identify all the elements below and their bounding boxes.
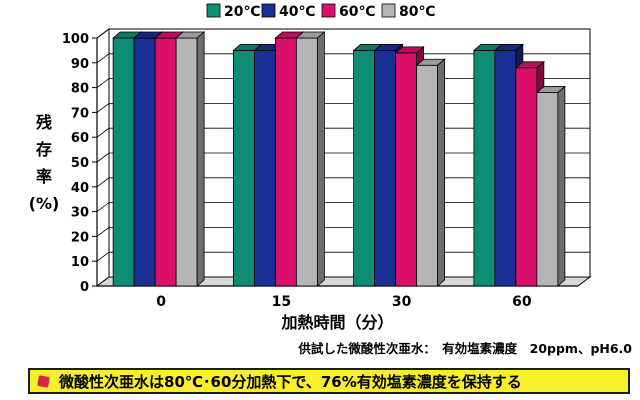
y-tick-label: 20 (71, 230, 89, 245)
gridline (96, 53, 590, 64)
y-axis-label: 存 (36, 140, 52, 159)
legend-swatch (381, 3, 396, 18)
bar (274, 37, 297, 287)
bar-side (437, 58, 446, 287)
bar (295, 37, 318, 287)
x-tick-label: 0 (156, 294, 166, 310)
bar (133, 37, 156, 287)
y-tick-label: 0 (80, 280, 89, 295)
bar (473, 50, 496, 287)
y-tick-label: 80 (71, 82, 89, 97)
bar (154, 37, 177, 287)
y-tick-label: 70 (71, 106, 89, 121)
gridline (96, 28, 590, 39)
y-axis-label: 率 (36, 167, 52, 186)
x-axis-label: 加熱時間（分） (280, 313, 393, 332)
bar (175, 37, 198, 287)
y-axis-label: (%) (29, 194, 60, 213)
legend-label: 80℃ (399, 4, 435, 20)
legend-swatch (321, 3, 336, 18)
bar (395, 52, 418, 287)
y-tick-label: 30 (71, 206, 89, 221)
legend-swatch (206, 3, 221, 18)
bar (112, 37, 135, 287)
legend-swatch (261, 3, 276, 18)
bar-chart: 0 10 20 30 40 50 60 70 80 90 100 0 15 30 60 加熱時間（分） 残存率 (… (29, 3, 592, 332)
bar (536, 92, 559, 287)
legend-label: 20℃ (224, 4, 260, 20)
bar (494, 50, 517, 287)
conclusion-text: 微酸性次亜水は80℃･60分加熱下で、76%有効塩素濃度を保持する (59, 372, 522, 391)
red-bullet-icon (37, 374, 50, 388)
bar (232, 50, 255, 287)
y-tick-label: 40 (71, 181, 89, 196)
y-tick-label: 60 (71, 131, 89, 146)
y-tick-label: 50 (71, 156, 89, 171)
y-tick-label: 90 (71, 57, 89, 72)
bar-side (196, 31, 205, 287)
x-tick-label: 60 (512, 294, 532, 310)
bar-side (557, 85, 566, 287)
x-tick-label: 15 (272, 294, 291, 310)
bar (374, 50, 397, 287)
bar (353, 50, 376, 287)
y-tick-label: 100 (62, 32, 89, 47)
x-tick-label: 30 (392, 294, 412, 310)
legend-label: 60℃ (339, 4, 375, 20)
bar (515, 67, 538, 287)
conclusion-banner: 微酸性次亜水は80℃･60分加熱下で、76%有効塩素濃度を保持する (28, 368, 630, 394)
legend-label: 40℃ (279, 4, 315, 20)
bar (253, 50, 276, 287)
test-condition-note: 供試した微酸性次亜水： 有効塩素濃度 20ppm、pH6.0 (298, 341, 632, 356)
bar-side (316, 31, 325, 287)
y-tick-label: 10 (71, 255, 89, 270)
y-axis-label: 残 (36, 113, 52, 132)
bar (416, 64, 439, 287)
